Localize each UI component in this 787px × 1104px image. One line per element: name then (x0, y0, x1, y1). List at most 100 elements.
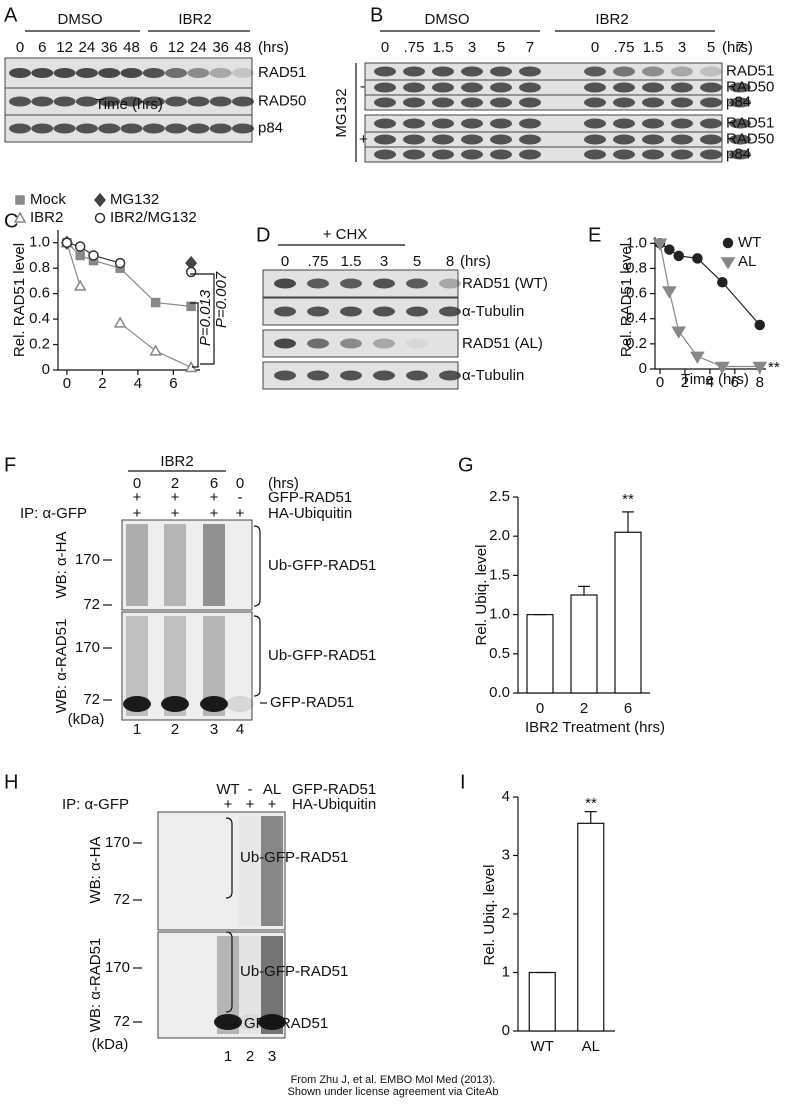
x-tick-label: WT (531, 1038, 554, 1055)
bar (528, 971, 556, 1032)
band (374, 149, 396, 160)
band (406, 338, 428, 349)
band (461, 118, 483, 129)
row-label: p84 (258, 119, 283, 136)
x-tick-label: 0 (63, 375, 71, 392)
band (31, 123, 54, 134)
band (439, 306, 461, 317)
marker (185, 266, 197, 278)
band (340, 278, 362, 289)
lane-number: 3 (268, 1048, 276, 1065)
lane-label: 0 (281, 253, 289, 270)
marker (149, 344, 162, 356)
bar (577, 822, 605, 1032)
marker (722, 237, 734, 249)
band (432, 82, 454, 93)
y-tick-label: 2.5 (489, 488, 510, 505)
lane-label: WT (216, 781, 239, 798)
lane-label: 36 (101, 39, 118, 56)
band (490, 82, 512, 93)
lane-label: 6 (210, 475, 218, 492)
significance: ** (585, 795, 597, 812)
panel-label: H (4, 771, 18, 793)
row-label: RAD51 (726, 114, 774, 131)
marker (652, 238, 668, 251)
y-tick-label: 0.2 (626, 335, 647, 352)
lane-label: 48 (235, 39, 252, 56)
band (613, 66, 635, 77)
band (461, 66, 483, 77)
bar (526, 613, 554, 694)
row-label: RAD50 (726, 130, 774, 147)
band (700, 66, 722, 77)
lane-number: 1 (133, 721, 141, 738)
band (9, 123, 31, 134)
band (461, 149, 483, 160)
marker (74, 241, 86, 252)
lane-label: 3 (380, 253, 388, 270)
y-tick-label: 0 (502, 1022, 510, 1039)
sign: - (238, 489, 243, 506)
group-label: IBR2 (160, 453, 193, 470)
band (700, 134, 722, 145)
lane-label: 3 (468, 39, 476, 56)
treatment-label: MG132 (333, 88, 350, 137)
band-label: GFP-RAD51 (270, 694, 354, 711)
x-axis-label: Time (hrs) (681, 371, 749, 388)
row-label: RAD51 (258, 64, 306, 81)
unit-label: (hrs) (722, 39, 753, 56)
condition-name: GFP-RAD51 (268, 489, 352, 506)
marker (113, 316, 127, 328)
marker (692, 253, 703, 264)
lane-label: 8 (446, 253, 454, 270)
band-label: GFP-RAD51 (244, 1015, 328, 1032)
lane-label: 5 (413, 253, 421, 270)
series-line (66, 242, 121, 264)
panel-label: G (458, 454, 474, 476)
marker (671, 326, 687, 339)
row-label: p84 (726, 93, 751, 110)
band (31, 96, 54, 107)
row-label: RAD50 (258, 92, 306, 109)
band (584, 118, 606, 129)
x-tick-label: 2 (681, 374, 689, 391)
marker (61, 237, 73, 248)
wb-label: WB: α-RAD51 (87, 938, 104, 1033)
band (432, 134, 454, 145)
band (432, 66, 454, 77)
band (729, 66, 751, 77)
band (209, 96, 232, 107)
marker-label: 72 (113, 1013, 130, 1030)
x-tick-label: 0 (536, 700, 544, 717)
legend-label: AL (738, 253, 756, 270)
y-tick-label: 0.6 (29, 285, 50, 302)
band (403, 149, 425, 160)
band (584, 149, 606, 160)
marker-label: 72 (83, 596, 100, 613)
y-tick-label: 1.0 (626, 234, 647, 251)
band (373, 338, 395, 349)
band (214, 1014, 242, 1030)
lane-label: 1.5 (643, 39, 664, 56)
band (307, 370, 329, 381)
band (274, 306, 296, 317)
ip-label: IP: α-GFP (20, 505, 87, 522)
marker (73, 279, 87, 291)
sign: + (268, 796, 277, 813)
band (403, 118, 425, 129)
band (307, 278, 329, 289)
marker (690, 351, 705, 364)
band (519, 66, 541, 77)
lane-label: AL (263, 781, 281, 798)
smear (261, 816, 283, 926)
y-tick-label: 0.6 (626, 285, 647, 302)
panel-label: E (588, 224, 601, 246)
lane-number: 4 (236, 721, 244, 738)
band (519, 97, 541, 108)
band (403, 97, 425, 108)
legend-label: IBR2/MG132 (110, 209, 197, 226)
band (9, 68, 31, 78)
lane-label: 5 (707, 39, 715, 56)
bracket (253, 525, 261, 607)
panel-label: A (4, 4, 18, 26)
